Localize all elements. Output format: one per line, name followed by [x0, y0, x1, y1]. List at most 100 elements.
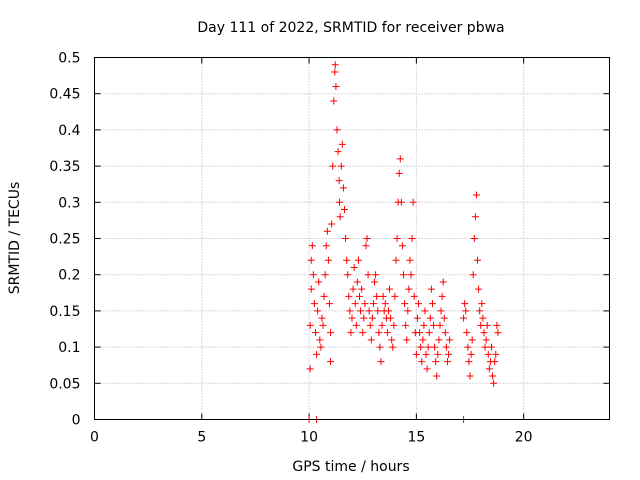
data-point	[372, 271, 380, 279]
data-point	[361, 300, 369, 308]
data-point	[487, 343, 495, 351]
data-point	[439, 278, 447, 286]
data-point	[480, 329, 488, 337]
axis-ticks: 0 0.05 0.1 0.15 0.2 0.25 0.3 0.35 0.4 0.45 0.5 0 5 10…	[49, 51, 610, 446]
data-point	[315, 278, 323, 286]
data-point	[474, 256, 482, 264]
data-point	[307, 256, 315, 264]
data-point	[492, 350, 500, 358]
data-point	[423, 365, 431, 373]
data-point	[428, 300, 436, 308]
data-point	[467, 350, 475, 358]
data-point	[314, 307, 322, 315]
data-point	[339, 184, 347, 192]
data-point	[398, 242, 406, 250]
y-tick-label: 0.05	[49, 376, 80, 392]
data-points	[305, 61, 502, 423]
grid-lines	[94, 57, 610, 420]
data-point	[432, 358, 440, 366]
data-point	[323, 227, 331, 235]
data-point	[446, 336, 454, 344]
data-point	[327, 329, 335, 337]
data-point	[472, 191, 480, 199]
data-point	[421, 307, 429, 315]
data-point	[329, 162, 337, 170]
data-point	[430, 321, 438, 329]
data-point	[461, 300, 469, 308]
data-point	[379, 292, 387, 300]
data-point	[390, 321, 398, 329]
data-point	[322, 242, 330, 250]
data-point	[479, 314, 487, 322]
data-point	[346, 307, 354, 315]
data-point	[412, 350, 420, 358]
data-point	[493, 321, 501, 329]
data-point	[443, 358, 451, 366]
y-tick-label: 0.45	[49, 87, 80, 103]
data-point	[431, 343, 439, 351]
data-point	[477, 321, 485, 329]
data-point	[332, 82, 340, 90]
data-point	[308, 242, 316, 250]
data-point	[400, 271, 407, 279]
data-point	[336, 198, 344, 206]
data-point	[343, 256, 351, 264]
data-point	[340, 206, 348, 214]
x-tick-label: 0	[90, 430, 99, 446]
data-point	[350, 263, 358, 271]
data-point	[465, 358, 473, 366]
data-point	[419, 336, 427, 344]
data-point	[351, 300, 359, 308]
data-point	[328, 220, 336, 228]
data-point	[381, 300, 389, 308]
data-point	[388, 336, 396, 344]
data-point	[471, 213, 479, 221]
data-point	[442, 343, 450, 351]
y-tick-label: 0.3	[58, 195, 80, 211]
data-point	[307, 285, 315, 293]
data-point	[469, 271, 477, 279]
data-point	[470, 235, 478, 242]
data-point	[338, 140, 346, 148]
data-point	[462, 307, 470, 315]
y-tick-label: 0.5	[58, 51, 80, 67]
data-point	[433, 372, 441, 380]
data-point	[321, 271, 329, 279]
data-point	[358, 285, 366, 293]
y-tick-label: 0.4	[58, 123, 80, 139]
data-point	[337, 162, 345, 170]
data-point	[416, 329, 424, 337]
data-point	[489, 372, 497, 380]
data-point	[397, 198, 405, 206]
data-point	[327, 358, 335, 366]
y-tick-label: 0	[72, 413, 81, 429]
data-point	[491, 358, 499, 366]
data-point	[342, 235, 350, 242]
data-point	[475, 285, 483, 293]
data-point	[369, 300, 377, 308]
data-point	[373, 292, 381, 300]
data-point	[378, 321, 386, 329]
x-tick-label: 10	[300, 430, 318, 446]
data-point	[349, 285, 357, 293]
data-point	[434, 350, 442, 358]
data-point	[420, 321, 428, 329]
data-point	[435, 336, 443, 344]
data-point	[426, 314, 434, 322]
data-point	[375, 329, 383, 337]
data-point	[345, 292, 353, 300]
data-point	[413, 314, 421, 322]
data-point	[490, 379, 498, 387]
data-point	[366, 321, 374, 329]
x-tick-label: 5	[197, 430, 206, 446]
x-axis-label: GPS time / hours	[292, 459, 409, 475]
data-point	[362, 242, 370, 250]
data-point	[367, 336, 375, 344]
data-point	[330, 97, 338, 105]
y-axis-label: SRMTID / TECUs	[7, 182, 23, 295]
data-point	[415, 300, 423, 308]
data-point	[331, 68, 339, 76]
data-point	[396, 155, 404, 163]
data-point	[408, 235, 416, 242]
